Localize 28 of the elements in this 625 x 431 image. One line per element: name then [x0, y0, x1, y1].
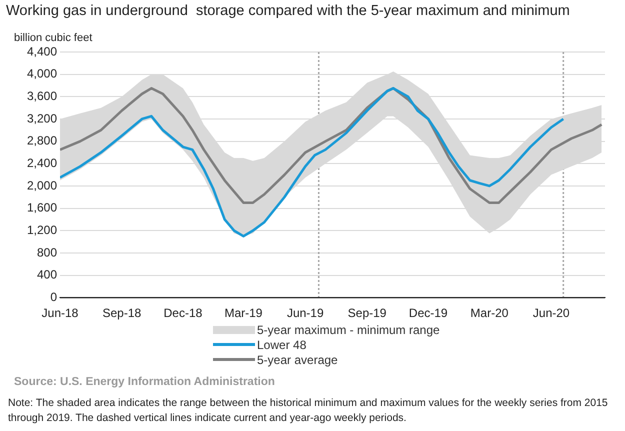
y-tick-label: 2,000: [26, 178, 58, 192]
y-tick-label: 4,000: [26, 66, 58, 81]
x-tick-label: Dec-18: [164, 306, 203, 320]
y-tick-label: 2,800: [26, 134, 58, 148]
y-tick-label: 400: [36, 268, 58, 282]
source-note: Source: U.S. Energy Information Administration: [14, 376, 275, 388]
y-tick-label: 800: [36, 245, 58, 260]
y-tick-label: 1,600: [26, 200, 58, 215]
y-axis-title: billion cubic feet: [14, 32, 92, 44]
x-tick-label: Jun-20: [532, 306, 570, 320]
y-tick-label: 0: [50, 290, 58, 304]
y-tick-label: 4,400: [26, 44, 58, 58]
x-tick-label: Mar-20: [470, 306, 509, 320]
chart-title: Working gas in underground storage compared with the 5-year maximum and minimum: [6, 3, 570, 19]
y-tick-label: 1,200: [26, 222, 58, 237]
legend-label: 5-year average: [257, 352, 338, 366]
text: 5-year maximum - minimum range: [257, 322, 440, 336]
x-tick-label: Jun-18: [42, 306, 79, 320]
x-tick-label: Sep-19: [348, 306, 387, 320]
text: Note: The shaded area indicates the range between the historical minimum and maximum values for the weekly series from 2015 through 2019. The dashed vertical lines indicate current and year-ago weekly periods.: [8, 396, 609, 426]
y-tick-label: 3,600: [26, 88, 58, 103]
x-tick-label: Dec-19: [408, 306, 448, 320]
legend-label: Lower 48: [257, 338, 306, 352]
x-tick-label: Sep-18: [102, 306, 142, 320]
y-tick-label: 3,200: [26, 111, 58, 126]
y-tick-label: 2,400: [26, 156, 58, 170]
x-tick-label: Jun-19: [286, 306, 324, 320]
x-tick-label: Mar-19: [224, 306, 263, 320]
